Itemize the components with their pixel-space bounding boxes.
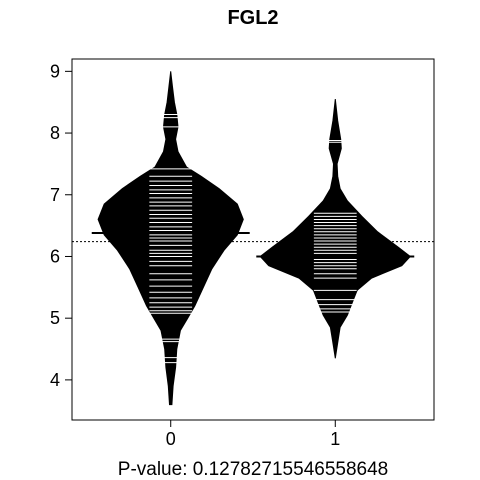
y-axis: 4 5 6 7 8 9	[50, 61, 73, 390]
y-tick-label: 8	[50, 123, 60, 143]
y-tick-label: 7	[50, 185, 60, 205]
x-tick-label: 0	[166, 429, 176, 449]
x-tick-label: 1	[330, 429, 340, 449]
y-tick-label: 5	[50, 308, 60, 328]
beans-layer	[72, 71, 434, 406]
y-tick-label: 9	[50, 61, 60, 81]
y-tick-label: 6	[50, 246, 60, 266]
x-axis-label: P-value: 0.12782715546558648	[118, 459, 388, 480]
chart-title: FGL2	[227, 7, 278, 29]
y-tick-label: 4	[50, 370, 60, 390]
